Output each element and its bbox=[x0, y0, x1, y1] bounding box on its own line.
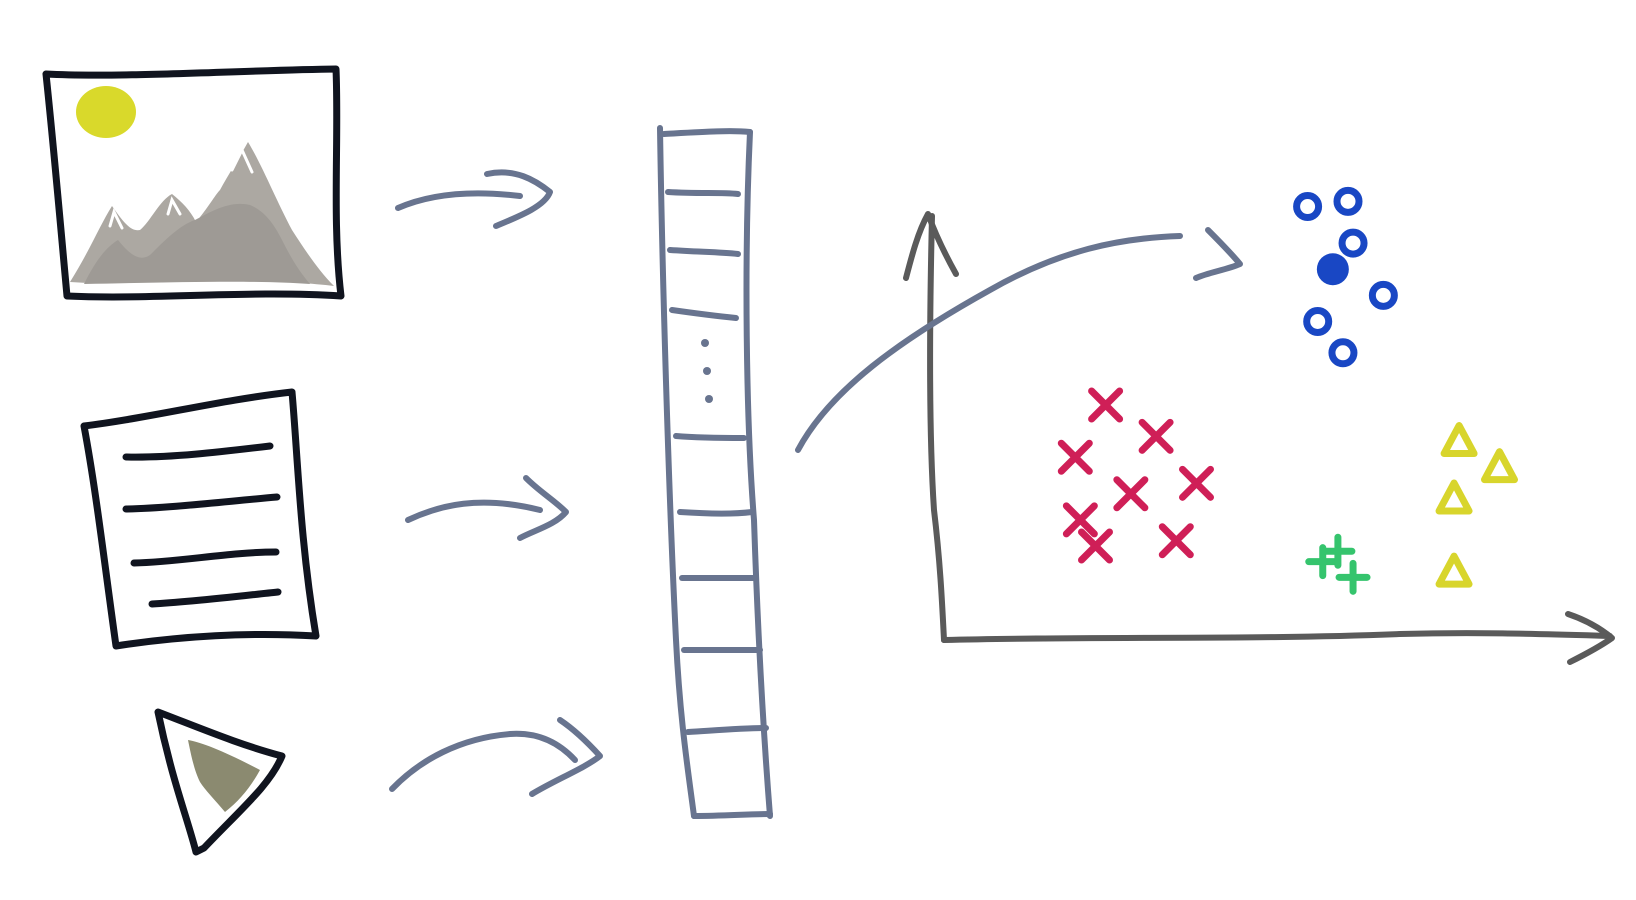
arrow-document-to-vector bbox=[405, 475, 569, 541]
arrow-video-to-vector bbox=[389, 717, 603, 797]
vector-left-edge bbox=[657, 125, 697, 819]
point-x-2-4 bbox=[1179, 465, 1214, 501]
point-x-2-3 bbox=[1113, 476, 1149, 512]
point-x-2-1 bbox=[1138, 418, 1174, 454]
vector-cell-divider-1 bbox=[665, 189, 741, 197]
point-x-2-7 bbox=[1158, 523, 1194, 559]
document-line-1 bbox=[122, 442, 274, 461]
vector-ellipsis-dot-2 bbox=[703, 367, 711, 375]
point-plus-3-1 bbox=[1320, 533, 1356, 569]
point-circle-0-2 bbox=[1338, 228, 1368, 258]
y-axis bbox=[927, 213, 947, 643]
point-plus-3-2 bbox=[1335, 559, 1371, 595]
document-line-2 bbox=[122, 493, 281, 513]
vector-right-edge bbox=[743, 129, 773, 819]
point-triangle-4-2 bbox=[1435, 479, 1473, 515]
document-page bbox=[80, 388, 320, 650]
vector-cell-divider-8 bbox=[685, 725, 769, 735]
point-circle-0-5 bbox=[1328, 338, 1358, 368]
vector-cell-divider-2 bbox=[667, 247, 741, 257]
mountain-snow bbox=[108, 146, 254, 230]
x-axis-arrowhead bbox=[1565, 611, 1615, 665]
point-x-2-6 bbox=[1078, 528, 1113, 564]
x-axis bbox=[941, 630, 1613, 643]
document-line-3 bbox=[130, 548, 280, 567]
vector-cell-divider-4 bbox=[673, 433, 747, 441]
vector-ellipsis-dot-3 bbox=[705, 395, 713, 403]
arrow-vector-to-plot bbox=[795, 227, 1243, 453]
point-circle-0-1 bbox=[1333, 186, 1363, 216]
image-frame bbox=[42, 65, 345, 301]
vector-ellipsis-dot-1 bbox=[701, 339, 709, 347]
point-filled-circle-1-0 bbox=[1316, 253, 1349, 286]
point-circle-0-0 bbox=[1293, 192, 1323, 222]
arrow-image-to-vector bbox=[395, 169, 553, 229]
vector-cell-divider-5 bbox=[677, 509, 755, 517]
y-axis-arrowhead bbox=[903, 211, 959, 281]
document-line-4 bbox=[148, 588, 282, 608]
play-triangle bbox=[154, 708, 286, 856]
document-icon bbox=[80, 388, 320, 650]
vector-icon bbox=[657, 125, 773, 819]
vector-bottom bbox=[691, 811, 773, 819]
point-x-2-5 bbox=[1062, 502, 1098, 538]
point-x-2-2 bbox=[1057, 439, 1093, 475]
point-circle-0-4 bbox=[1303, 306, 1333, 336]
mountain-front bbox=[84, 203, 310, 284]
point-circle-0-3 bbox=[1368, 280, 1398, 310]
scatter-plot-icon bbox=[903, 211, 1615, 665]
vector-top bbox=[661, 128, 753, 137]
point-x-2-0 bbox=[1088, 387, 1124, 423]
play-fill bbox=[188, 740, 260, 812]
point-triangle-4-3 bbox=[1435, 552, 1473, 588]
sun bbox=[76, 86, 136, 138]
point-triangle-4-1 bbox=[1481, 448, 1518, 484]
vector-cell-divider-3 bbox=[669, 307, 739, 321]
play-icon bbox=[154, 708, 286, 856]
point-triangle-4-0 bbox=[1440, 422, 1478, 458]
scatter-points bbox=[1057, 186, 1518, 595]
image-icon bbox=[42, 65, 345, 301]
